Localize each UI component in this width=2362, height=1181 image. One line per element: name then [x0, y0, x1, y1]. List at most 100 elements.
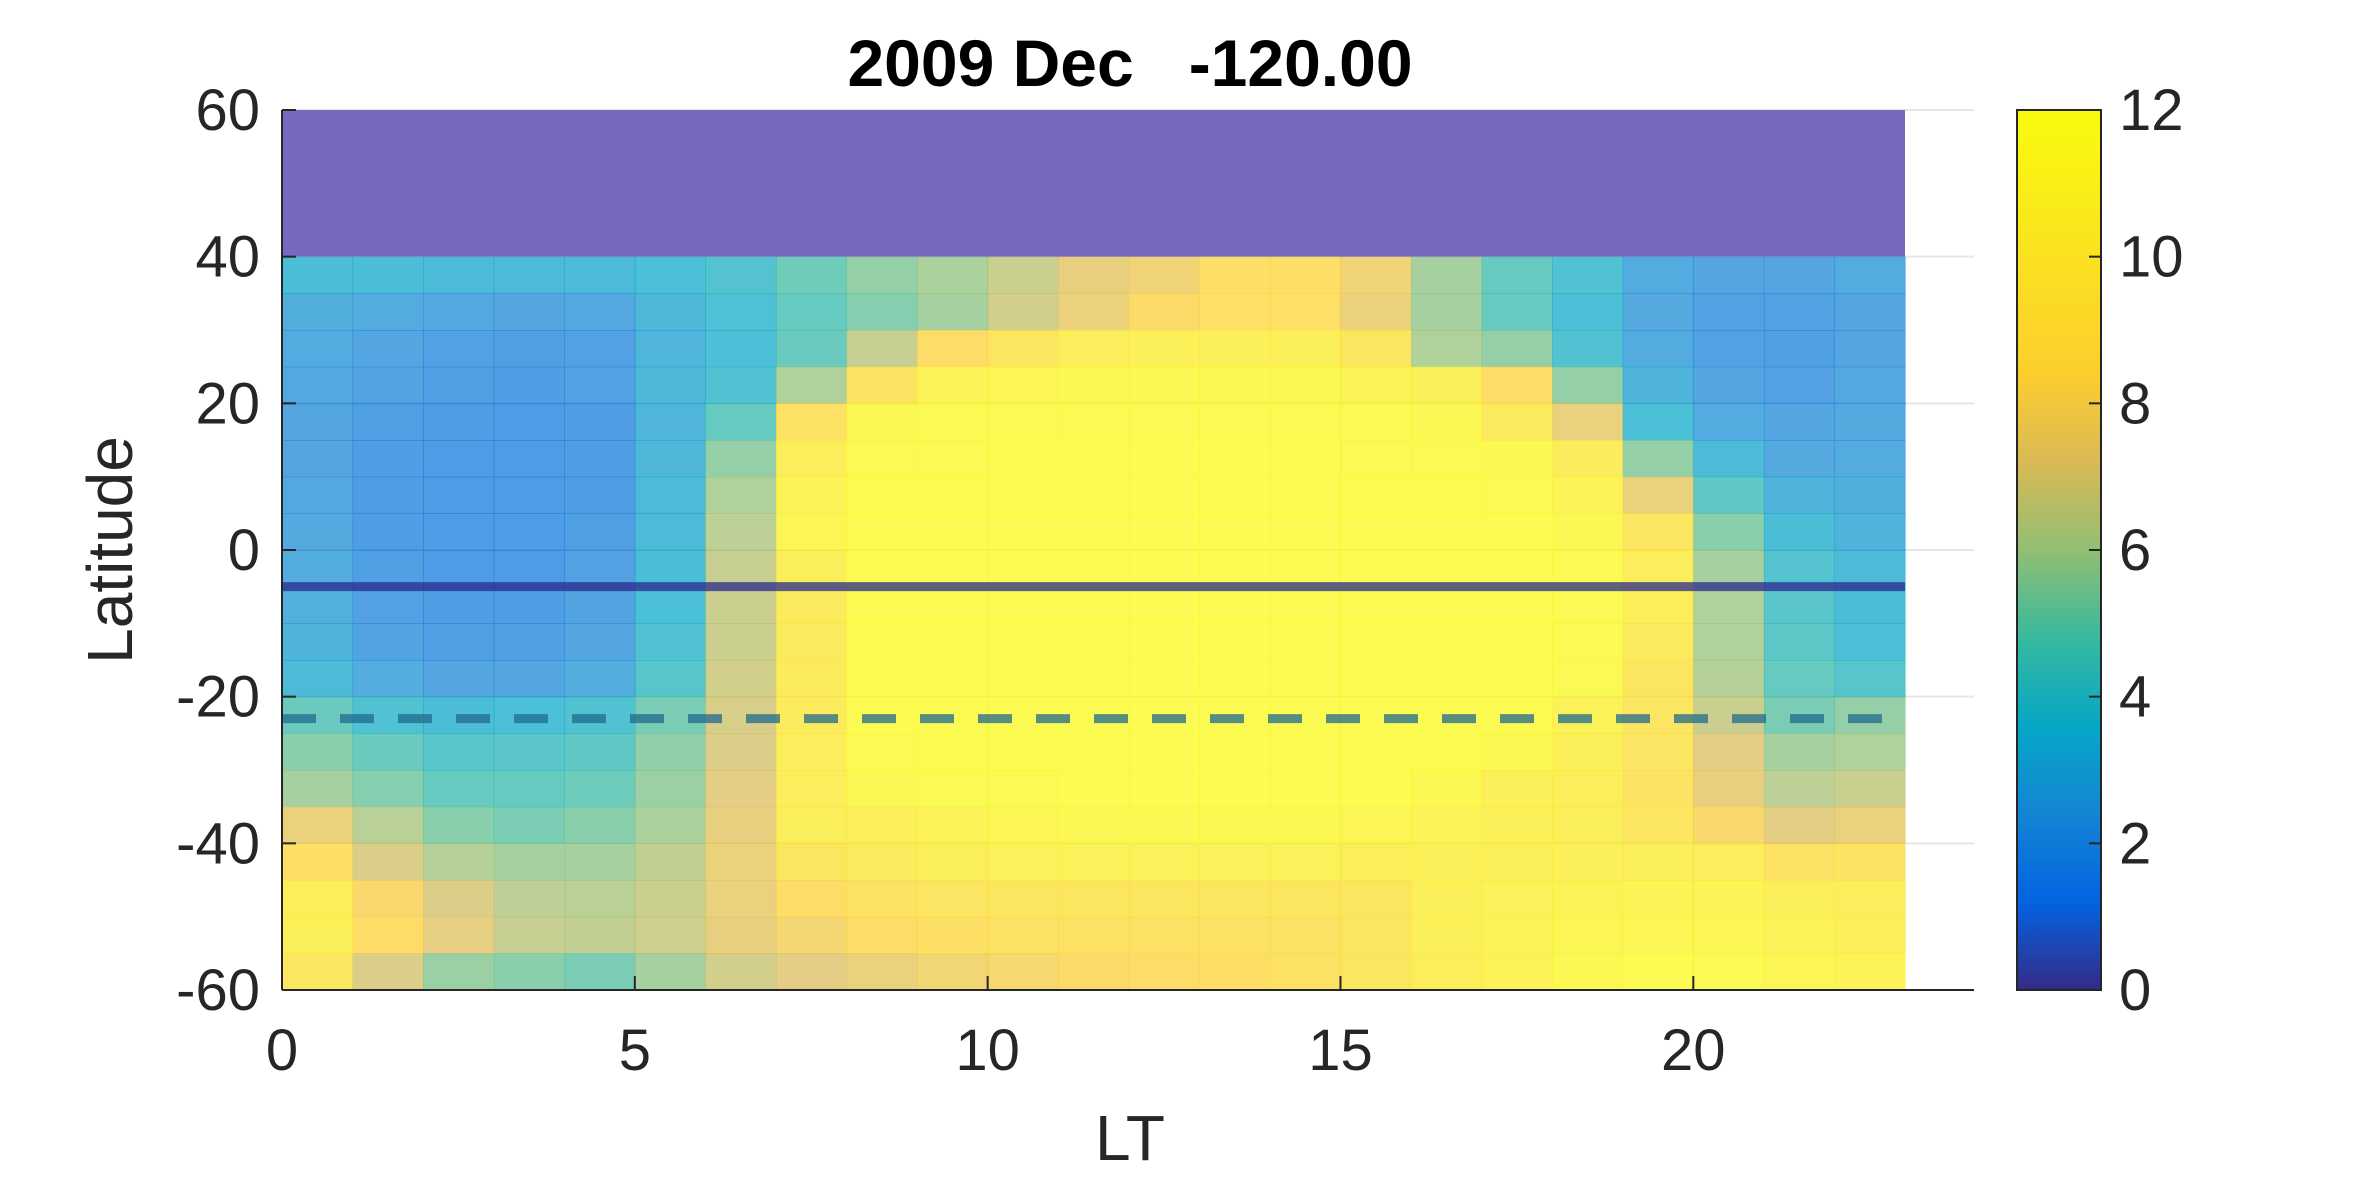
heatmap-cell — [634, 770, 706, 808]
x-tick-label: 10 — [955, 1018, 1020, 1083]
heatmap-cell — [1834, 770, 1906, 808]
heatmap-cell — [352, 843, 424, 881]
heatmap-cell — [352, 513, 424, 551]
heatmap-cell — [282, 293, 354, 331]
heatmap-cell — [987, 806, 1059, 844]
y-tick-label: -40 — [176, 811, 260, 876]
heatmap-cell — [493, 953, 565, 991]
heatmap-cell — [1128, 880, 1200, 918]
heatmap-cell — [1834, 733, 1906, 771]
heatmap-cell — [1199, 293, 1271, 331]
heatmap-cell — [1552, 660, 1624, 698]
heatmap-cell — [1269, 403, 1342, 441]
heatmap-cell — [423, 586, 495, 624]
heatmap-cell — [917, 770, 989, 808]
heatmap-cell — [1763, 440, 1836, 478]
heatmap-cell — [423, 770, 495, 808]
heatmap-cell — [1411, 330, 1483, 368]
heatmap-cell — [987, 623, 1059, 661]
heatmap-cell — [282, 953, 354, 991]
heatmap-cell — [1622, 770, 1694, 808]
heatmap-cell — [423, 806, 495, 844]
heatmap-cell — [1128, 476, 1200, 514]
heatmap-cell — [282, 806, 354, 844]
heatmap-cell — [1622, 550, 1694, 588]
heatmap-cell — [423, 880, 495, 918]
heatmap-cell — [705, 403, 777, 441]
chart-title: 2009 Dec -120.00 — [847, 26, 1412, 100]
heatmap-cell — [1834, 440, 1906, 478]
heatmap-cell — [1552, 916, 1624, 954]
heatmap-cell — [493, 550, 565, 588]
heatmap-cell — [493, 476, 565, 514]
heatmap-cell — [1834, 550, 1906, 588]
heatmap-cell — [1128, 770, 1200, 808]
heatmap-cell — [1128, 586, 1200, 624]
x-tick-label: 15 — [1308, 1018, 1373, 1083]
x-tick-label: 20 — [1661, 1018, 1726, 1083]
heatmap-cell — [1199, 770, 1271, 808]
heatmap-cell — [564, 440, 636, 478]
heatmap-cell — [775, 330, 848, 368]
heatmap-cell — [282, 476, 354, 514]
heatmap-cell — [1552, 330, 1624, 368]
heatmap-cell — [917, 256, 989, 294]
y-tick-label: 40 — [195, 225, 260, 290]
heatmap-cell — [1128, 953, 1200, 991]
heatmap-cell — [1128, 440, 1200, 478]
heatmap-cell — [1481, 623, 1553, 661]
heatmap-cell — [1411, 366, 1483, 404]
colorbar-tick-label: 2 — [2119, 811, 2151, 876]
heatmap-cell — [1481, 770, 1553, 808]
heatmap-cell — [846, 293, 918, 331]
heatmap-cell — [634, 733, 706, 771]
heatmap-cell — [493, 806, 565, 844]
heatmap-cell — [1622, 293, 1694, 331]
heatmap-cell — [1199, 623, 1271, 661]
heatmap-cell — [1693, 733, 1765, 771]
heatmap-cell — [775, 623, 848, 661]
heatmap-cell — [493, 843, 565, 881]
heatmap-cell — [846, 440, 918, 478]
heatmap-cell — [634, 440, 706, 478]
heatmap-cell — [423, 366, 495, 404]
heatmap-cell — [1128, 660, 1200, 698]
heatmap-cell — [1763, 550, 1836, 588]
heatmap-cell — [1481, 440, 1553, 478]
heatmap-cell — [705, 550, 777, 588]
heatmap-cell — [1481, 586, 1553, 624]
heatmap-cell — [493, 660, 565, 698]
heatmap-cell — [1269, 256, 1342, 294]
heatmap-cell — [1128, 550, 1200, 588]
heatmap-cell — [705, 476, 777, 514]
heatmap-cell — [917, 623, 989, 661]
heatmap-cell — [1481, 330, 1553, 368]
heatmap-cell — [1834, 403, 1906, 441]
heatmap-cell — [1058, 586, 1130, 624]
heatmap-cell — [634, 586, 706, 624]
heatmap-cell — [564, 623, 636, 661]
heatmap-cell — [1763, 293, 1836, 331]
heatmap-cell — [987, 550, 1059, 588]
heatmap-cell — [1763, 623, 1836, 661]
colorbar-tick-label: 10 — [2119, 225, 2184, 290]
heatmap-cell — [1693, 916, 1765, 954]
heatmap-cell — [1552, 733, 1624, 771]
heatmap-cell — [564, 403, 636, 441]
heatmap-cell — [1269, 843, 1342, 881]
heatmap-cell — [1763, 916, 1836, 954]
heatmap-cell — [564, 550, 636, 588]
heatmap-cell — [1481, 660, 1553, 698]
heatmap-cell — [987, 476, 1059, 514]
heatmap-cell — [1340, 550, 1412, 588]
heatmap-cell — [282, 880, 354, 918]
heatmap-cell — [1552, 623, 1624, 661]
heatmap-cell — [1340, 770, 1412, 808]
heatmap-cell — [1622, 476, 1694, 514]
heatmap-cell — [1481, 733, 1553, 771]
heatmap-cell — [987, 403, 1059, 441]
heatmap-cell — [1552, 256, 1624, 294]
heatmap-cell — [987, 440, 1059, 478]
heatmap-cell — [1340, 330, 1412, 368]
heatmap-cell — [493, 586, 565, 624]
